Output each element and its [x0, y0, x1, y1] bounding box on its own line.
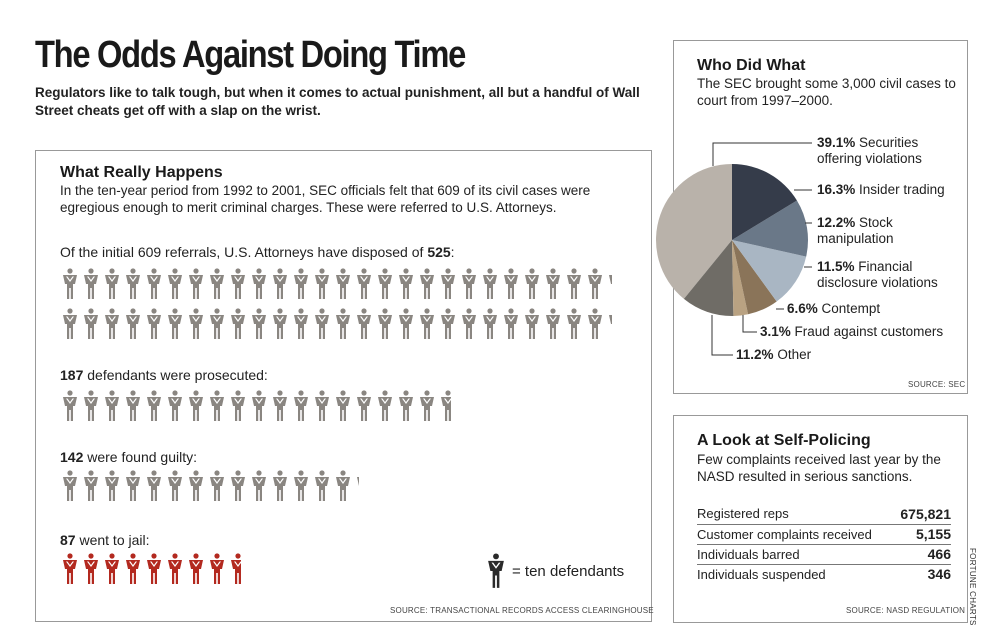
- pie-label: 39.1% Securities offering violations: [817, 135, 922, 166]
- page-subtitle: Regulators like to talk tough, but when …: [35, 85, 640, 118]
- pie-slice: [732, 240, 777, 315]
- pie-label: 11.2% Other: [736, 347, 812, 362]
- section-intro: The SEC brought some 3,000 civil cases t…: [697, 76, 956, 108]
- pie-label: 12.2% Stock manipulation: [817, 215, 894, 246]
- pie-slice: [732, 240, 807, 302]
- what-really-happens-panel: [35, 150, 652, 622]
- section-intro: In the ten-year period from 1992 to 2001…: [60, 183, 591, 215]
- pie-slice: [683, 240, 734, 316]
- page-title: The Odds Against Doing Time: [35, 34, 466, 76]
- self-policing-panel: [673, 415, 968, 623]
- pie-label: 3.1% Fraud against customers: [760, 324, 944, 339]
- table-row: Registered reps 675,821: [697, 504, 951, 525]
- row-label-prosecuted: 187 defendants were prosecuted:: [60, 367, 268, 383]
- section-heading: What Really Happens: [60, 164, 223, 181]
- pie-slice: [732, 164, 797, 240]
- row-label-jail: 87 went to jail:: [60, 532, 150, 548]
- source-note: SOURCE: TRANSACTIONAL RECORDS ACCESS CLE…: [390, 606, 654, 615]
- source-note: SOURCE: SEC: [908, 380, 966, 389]
- credit: FORTUNE CHARTS: [968, 548, 977, 626]
- pie-label: 6.6% Contempt: [787, 301, 881, 316]
- pie-label: 11.5% Financial disclosure violations: [817, 259, 938, 290]
- row-label-guilty: 142 were found guilty:: [60, 449, 197, 465]
- source-note: SOURCE: NASD REGULATION: [846, 606, 966, 615]
- leader-line: [742, 315, 757, 333]
- pie-slice: [732, 240, 749, 316]
- leader-line: [712, 142, 812, 166]
- section-heading: A Look at Self-Policing: [697, 432, 871, 449]
- row-label-disposed: Of the initial 609 referrals, U.S. Attor…: [60, 244, 455, 260]
- table-row: Customer complaints received 5,155: [697, 524, 951, 545]
- section-heading: Who Did What: [697, 57, 806, 74]
- table-row: Individuals barred 466: [697, 544, 951, 565]
- table-row: Individuals suspended 346: [697, 566, 951, 583]
- section-intro: Few complaints received last year by the…: [697, 452, 941, 484]
- pie-slice: [656, 164, 732, 299]
- sanctions-table: Registered reps 675,821 Customer complain…: [697, 504, 951, 584]
- legend-text: = ten defendants: [512, 563, 625, 580]
- pie-slice: [732, 200, 808, 257]
- leader-line: [711, 315, 733, 356]
- pie-label: 16.3% Insider trading: [817, 182, 945, 197]
